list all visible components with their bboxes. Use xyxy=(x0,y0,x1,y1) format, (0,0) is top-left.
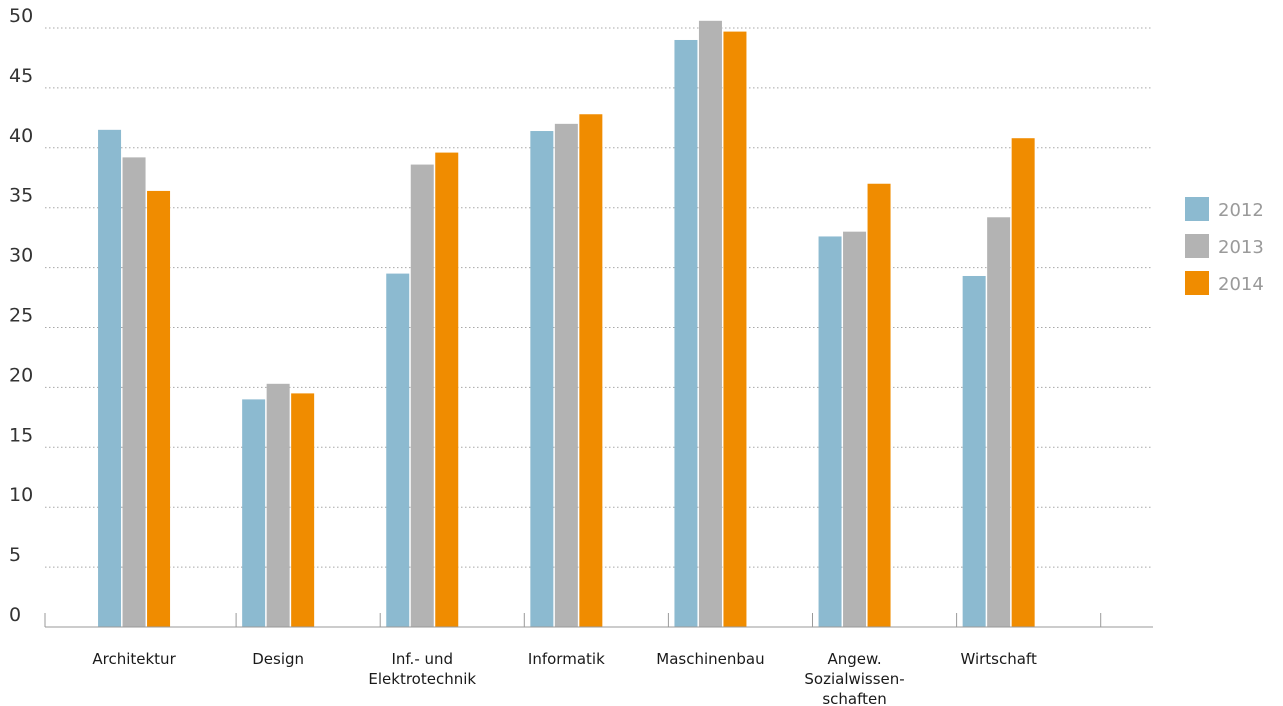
y-tick-label-5: 5 xyxy=(9,544,21,566)
bar-2-2012 xyxy=(242,399,266,627)
bar-2-2013 xyxy=(266,383,290,627)
legend-label-2013: 2013 xyxy=(1218,237,1264,258)
bar-3-2013 xyxy=(410,164,434,627)
bar-4-2014 xyxy=(579,114,603,628)
x-tick-label-6-1: Angew. xyxy=(827,650,881,668)
y-tick-label-35: 35 xyxy=(9,185,33,207)
bar-2-2014 xyxy=(291,393,315,627)
y-tick-label-50: 50 xyxy=(9,5,33,27)
legend: 2012 2013 2014 xyxy=(1185,197,1264,295)
legend-swatch-2012 xyxy=(1185,197,1209,221)
bar-7-2014 xyxy=(1011,138,1035,627)
bar-3-2012 xyxy=(386,273,410,627)
bar-1-2012 xyxy=(98,129,122,627)
x-tick-label-3-1: Inf.- und xyxy=(391,650,453,668)
bar-3-2014 xyxy=(435,152,459,628)
legend-swatch-2014 xyxy=(1185,271,1209,295)
bar-6-2014 xyxy=(867,183,891,628)
x-tick-label-6-3: schaften xyxy=(822,690,886,706)
x-axis-labels: Architektur Design Inf.- und Elektrotechnik… xyxy=(92,650,1037,706)
legend-label-2014: 2014 xyxy=(1218,274,1264,295)
x-tick-label-6-2: Sozialwissen- xyxy=(804,670,904,688)
bar-1-2013 xyxy=(122,157,146,627)
y-tick-label-40: 40 xyxy=(9,125,33,147)
x-axis xyxy=(44,613,1153,628)
bar-4-2013 xyxy=(554,123,578,627)
bar-7-2013 xyxy=(987,217,1011,627)
bar-5-2013 xyxy=(698,20,722,627)
legend-swatch-2013 xyxy=(1185,234,1209,258)
y-tick-label-20: 20 xyxy=(9,364,33,386)
bar-1-2014 xyxy=(147,190,171,628)
x-tick-label-4-1: Informatik xyxy=(528,650,605,668)
y-tick-label-30: 30 xyxy=(9,245,33,267)
y-tick-label-25: 25 xyxy=(9,305,33,327)
bar-6-2013 xyxy=(843,231,867,627)
y-tick-label-10: 10 xyxy=(9,484,33,506)
x-tick-label-2-1: Design xyxy=(252,650,304,668)
x-tick-label-3-2: Elektrotechnik xyxy=(368,670,476,688)
y-tick-label-0: 0 xyxy=(9,604,21,626)
x-tick-label-7-1: Wirtschaft xyxy=(960,650,1036,668)
bar-6-2012 xyxy=(818,236,842,627)
bar-4-2012 xyxy=(530,131,554,627)
bar-5-2012 xyxy=(674,39,698,628)
x-tick-label-5-1: Maschinenbau xyxy=(656,650,764,668)
grid-lines xyxy=(45,27,1153,568)
y-tick-label-15: 15 xyxy=(9,424,33,446)
legend-label-2012: 2012 xyxy=(1218,200,1264,221)
y-axis-ticks: 0 5 10 15 20 25 30 35 40 45 50 xyxy=(9,5,33,626)
bars xyxy=(98,20,1035,628)
x-tick-label-1-1: Architektur xyxy=(92,650,176,668)
bar-7-2012 xyxy=(962,275,986,627)
bar-5-2014 xyxy=(723,31,747,628)
y-tick-label-45: 45 xyxy=(9,65,33,87)
